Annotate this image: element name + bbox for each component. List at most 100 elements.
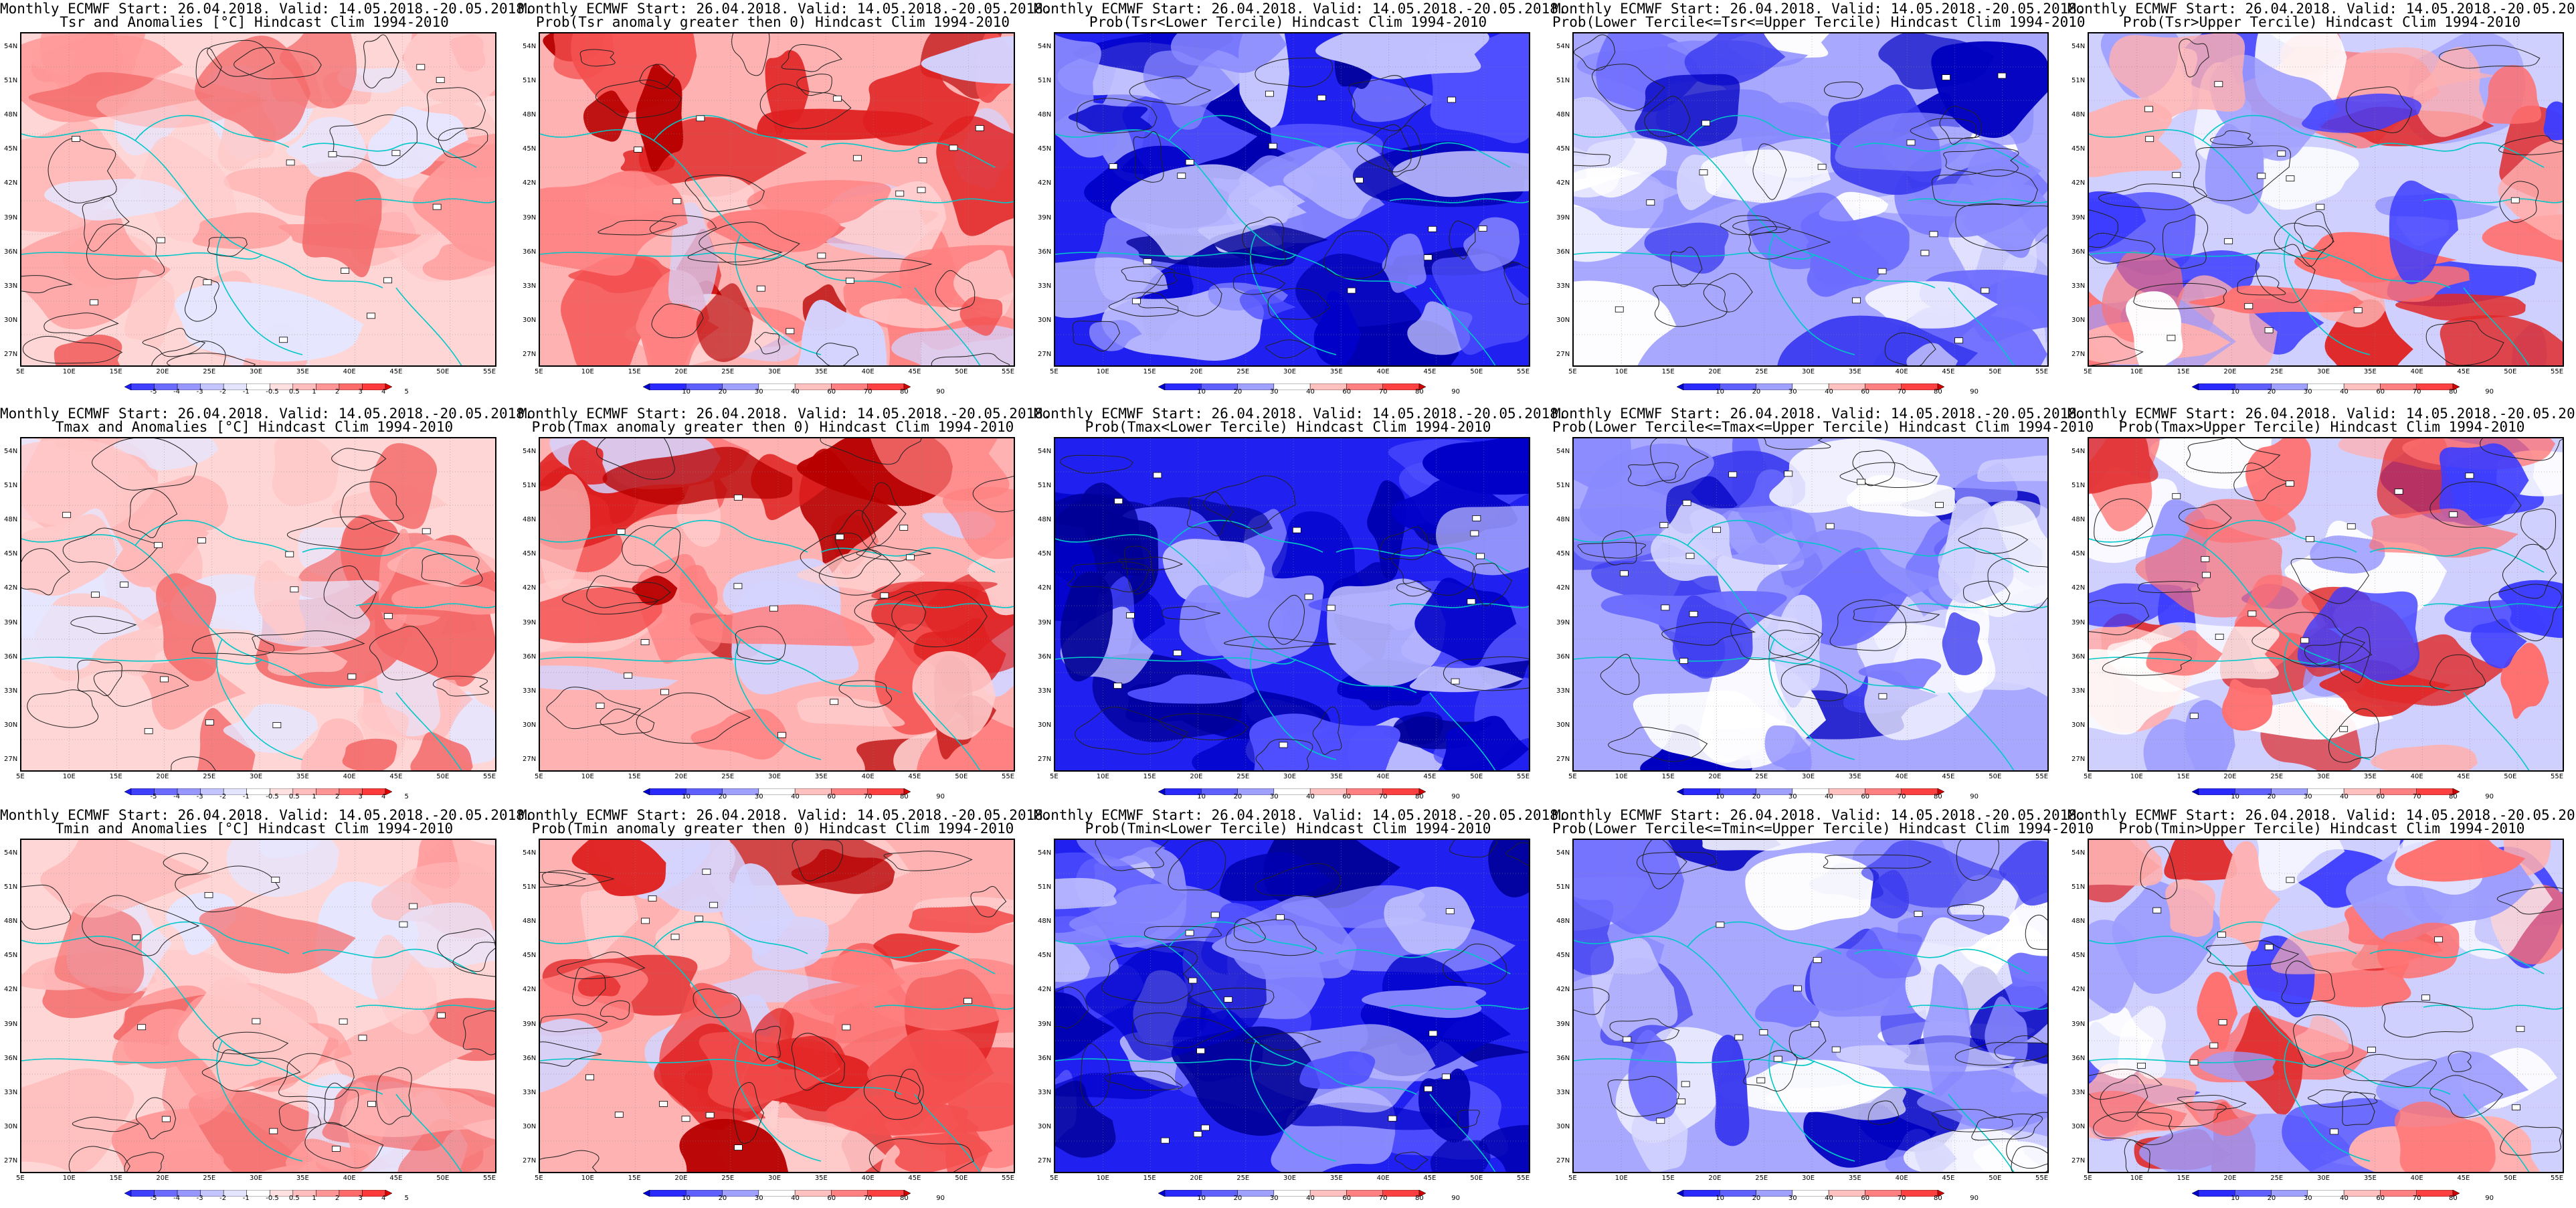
color-bar-label: 60 — [1861, 388, 1870, 396]
lat-label: 30N — [2072, 1122, 2086, 1130]
contour-line — [600, 708, 655, 735]
field-patch — [21, 604, 140, 671]
field-patch — [871, 581, 998, 607]
station-box — [1185, 159, 1194, 165]
field-patch — [44, 179, 186, 221]
contour-line — [2502, 543, 2557, 599]
field-patch — [1633, 690, 1797, 769]
lat-label: 36N — [1038, 1054, 1052, 1062]
lon-label: 55E — [1517, 1175, 1530, 1182]
lon-label: 55E — [483, 1175, 496, 1182]
color-bar-segment — [1346, 383, 1383, 391]
lat-label: 36N — [1556, 653, 1570, 661]
color-bar-segment — [1309, 1189, 1347, 1197]
contour-line — [323, 566, 377, 619]
forecast-panel: Monthly ECMWF Start: 26.04.2018. Valid: … — [519, 806, 1052, 1208]
field-patch — [1162, 539, 1265, 603]
lat-label: 33N — [1038, 1088, 1052, 1096]
coastline — [1055, 252, 1297, 260]
color-bar-label: 40 — [791, 388, 800, 396]
contour-line — [863, 1075, 923, 1120]
field-patch — [2089, 98, 2183, 177]
station-box — [1388, 1115, 1397, 1122]
color-bar-label: 30 — [1269, 793, 1279, 800]
field-patch — [1747, 192, 1863, 270]
color-bar-label: 5 — [404, 388, 409, 396]
field-patch — [2371, 744, 2478, 770]
contour-line — [1636, 851, 1718, 875]
lat-label: 30N — [523, 1122, 537, 1130]
color-bar: -5 -4 -3 -2 -1 -0.5 0.5 1 2 3 4 5 — [124, 1187, 409, 1205]
panel-header-line: Monthly ECMWF Start: 26.04.2018. Valid: … — [1552, 1, 2086, 17]
lon-label: 25E — [721, 368, 735, 375]
station-box — [1689, 611, 1698, 617]
color-bar-label: 90 — [1451, 388, 1461, 396]
field-patch — [1765, 1083, 1907, 1120]
forecast-panel: Monthly ECMWF Start: 26.04.2018. Valid: … — [1034, 405, 1567, 806]
station-box — [702, 869, 711, 875]
lat-label: 33N — [1556, 282, 1570, 290]
color-bar-label: 1 — [312, 388, 316, 396]
station-box — [1929, 231, 1938, 238]
lat-label: 54N — [2072, 448, 2086, 455]
contour-line — [1132, 1012, 1234, 1049]
color-bar-label: 2 — [335, 388, 340, 396]
field-patch — [2319, 47, 2496, 103]
lat-label: 27N — [2072, 1157, 2086, 1164]
field-patch — [1774, 594, 1823, 708]
contour-line — [1233, 918, 1266, 944]
contour-line — [540, 1013, 608, 1033]
lat-label: 36N — [1038, 248, 1052, 256]
lon-label: 40E — [2410, 1175, 2423, 1182]
station-box — [1661, 604, 1670, 611]
field-patch — [942, 487, 1014, 559]
station-box — [2286, 175, 2295, 182]
color-bar: 10 20 30 40 60 70 80 90 — [1676, 785, 1979, 804]
forecast-panel: Monthly ECMWF Start: 26.04.2018. Valid: … — [2067, 806, 2576, 1208]
lat-label: 36N — [523, 653, 537, 661]
lon-label: 35E — [296, 773, 309, 780]
field-patch — [2302, 93, 2422, 133]
coastline — [1574, 657, 1815, 665]
contour-line — [1884, 332, 1936, 365]
contour-line — [862, 482, 907, 546]
lat-label: 51N — [2072, 77, 2086, 85]
lon-label: 5E — [2084, 1175, 2092, 1182]
lat-label: 30N — [1038, 316, 1052, 324]
lat-label: 33N — [1556, 687, 1570, 695]
lon-label: 25E — [2270, 1175, 2284, 1182]
field-patch — [1574, 438, 1631, 489]
contour-line — [2480, 438, 2563, 461]
color-bar-segment — [1865, 788, 1902, 796]
field-patch — [1442, 715, 1529, 770]
lat-label: 42N — [1038, 584, 1052, 592]
lat-label: 48N — [1556, 111, 1570, 119]
forecast-panel: Monthly ECMWF Start: 26.04.2018. Valid: … — [519, 0, 1052, 402]
lat-label: 51N — [1038, 77, 1052, 85]
color-bar-segment — [1683, 1189, 1720, 1197]
coastline — [2202, 921, 2357, 954]
contour-line — [2290, 557, 2369, 604]
station-box — [2224, 238, 2233, 244]
field-patch — [1179, 584, 1284, 657]
lon-label: 30E — [2317, 368, 2330, 375]
panel-header-line: Monthly ECMWF Start: 26.04.2018. Valid: … — [1552, 807, 2086, 823]
contour-line — [1577, 541, 1647, 559]
contour-line — [622, 525, 681, 574]
station-box — [1734, 1034, 1744, 1041]
coastline — [1250, 638, 1337, 760]
station-box — [1173, 650, 1182, 657]
lat-label: 39N — [2072, 1020, 2086, 1028]
lon-label: 10E — [62, 773, 76, 780]
lon-label: 15E — [628, 773, 641, 780]
station-box — [272, 722, 282, 728]
lon-label: 35E — [1848, 773, 1861, 780]
station-box — [2285, 481, 2294, 487]
lat-label: 54N — [1038, 448, 1052, 455]
color-bar-segment — [1273, 383, 1311, 391]
contour-line — [1644, 96, 1691, 138]
color-bar-segment — [2307, 788, 2344, 796]
field-patch — [2376, 1051, 2529, 1118]
coastline — [874, 1005, 1014, 1010]
lat-label: 36N — [4, 653, 18, 661]
